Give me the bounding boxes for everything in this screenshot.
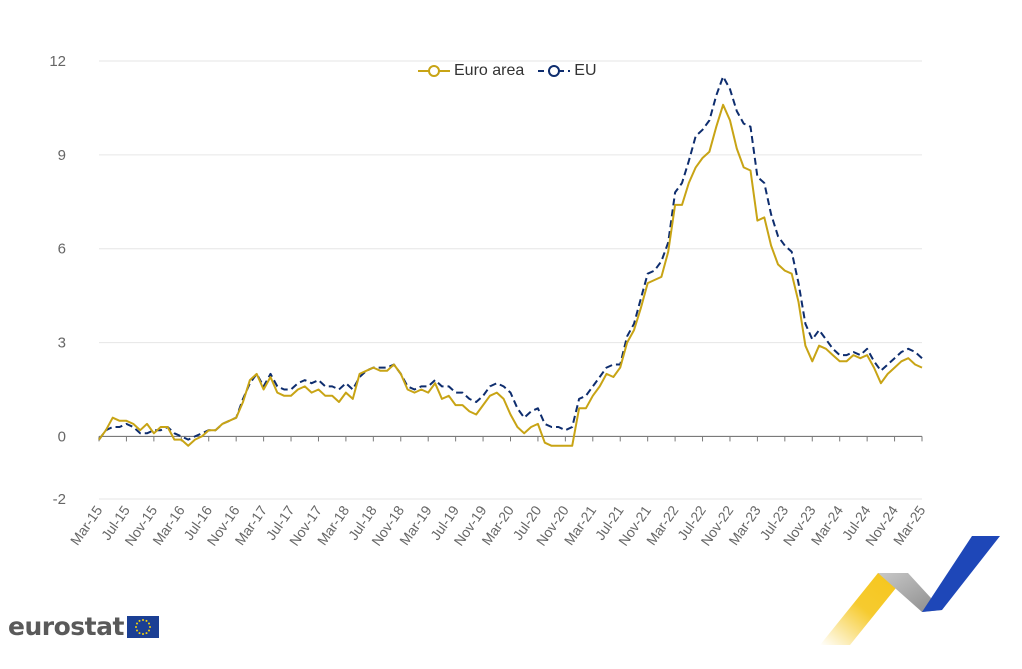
ribbon-grey (878, 573, 942, 612)
series-line-euro-area[interactable] (98, 103, 923, 447)
brand-name: eurostat (8, 612, 124, 641)
eu-flag-icon (126, 615, 159, 638)
y-tick-label: 9 (58, 147, 66, 164)
ribbon-yellow (820, 573, 908, 645)
ribbon-blue (922, 536, 1000, 612)
legend-euro-area-marker-icon (418, 65, 450, 77)
y-tick-label: 6 (58, 241, 66, 258)
x-axis-tick-labels: Mar-15Jul-15Nov-15Mar-16Jul-16Nov-16Mar-… (67, 436, 929, 549)
legend-label-eu: EU (574, 62, 597, 79)
chart-legend: Euro area EU (418, 62, 611, 80)
legend-label-euro-area: Euro area (454, 62, 525, 79)
decorative-ribbon (820, 536, 1000, 645)
legend-item-eu[interactable]: EU (538, 62, 597, 80)
legend-eu-marker-icon (538, 65, 571, 77)
y-tick-label: -2 (53, 491, 66, 508)
series-line-eu[interactable] (98, 75, 923, 441)
y-tick-label: 0 (58, 428, 66, 445)
x-tick-label: Mar-15 (67, 502, 106, 548)
y-axis-tick-labels: 12 9 6 3 0 -2 (49, 53, 66, 508)
y-tick-label: 3 (58, 335, 66, 352)
series-lines (98, 75, 923, 447)
y-tick-label: 12 (49, 53, 66, 70)
legend-item-euro-area[interactable]: Euro area (418, 62, 524, 80)
eurostat-logo: eurostat (8, 612, 159, 641)
